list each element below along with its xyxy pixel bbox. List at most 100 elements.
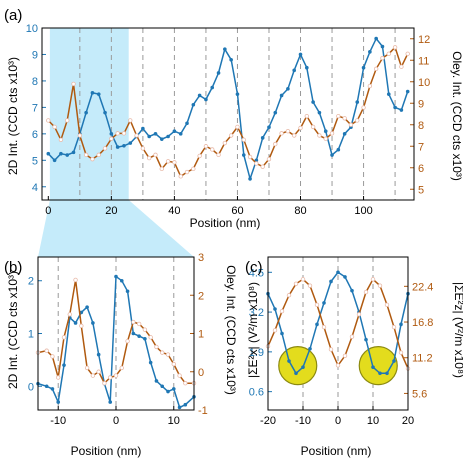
data-point [385, 371, 389, 376]
left-tick-label: 7 [32, 102, 38, 114]
data-point [171, 387, 176, 391]
data-point [148, 360, 153, 365]
data-point [146, 155, 152, 161]
right-axis-ticks: 5.6 11.2 16.8 22.4 [404, 281, 433, 400]
data-point [336, 113, 341, 119]
data-point [140, 146, 146, 151]
data-point [342, 353, 348, 359]
data-point [102, 146, 108, 151]
data-point [241, 153, 246, 157]
right-tick-label: -1 [198, 405, 208, 417]
plot-frame [37, 256, 195, 411]
data-point [197, 93, 202, 98]
data-point [183, 381, 188, 386]
data-point [241, 137, 246, 142]
data-point [125, 289, 130, 294]
data-point [109, 132, 114, 136]
data-point [322, 301, 326, 305]
data-point [153, 132, 158, 136]
data-point [378, 371, 382, 376]
data-point [254, 161, 259, 166]
data-point [307, 283, 313, 288]
x-axis-label-b: Position (nm) [71, 444, 142, 458]
x-tick-label: -20 [260, 415, 276, 427]
data-point [128, 141, 133, 145]
data-point [90, 156, 95, 162]
data-point [59, 151, 63, 156]
data-point [343, 275, 347, 279]
data-point [109, 136, 114, 141]
data-point [131, 331, 136, 336]
panel-a: 4 5 6 7 8 9 10 5 6 7 8 9 10 11 12 0 20 40 60 80 100 (a) Po… [4, 7, 463, 257]
x-tick-label: -10 [50, 415, 66, 427]
data-point [172, 160, 177, 165]
data-point [384, 302, 390, 308]
data-point [323, 129, 328, 133]
data-point [393, 105, 397, 110]
data-point [62, 363, 66, 367]
data-point [136, 321, 142, 327]
data-point [108, 375, 113, 380]
data-point [191, 102, 196, 107]
data-point [148, 335, 153, 340]
data-point [380, 55, 385, 61]
data-point [50, 387, 55, 391]
data-point [248, 177, 252, 181]
series-layer [46, 36, 410, 182]
data-point [308, 347, 312, 351]
data-point [323, 136, 328, 141]
dashed-gridlines [302, 257, 374, 410]
data-point [292, 68, 297, 73]
x-axis-label-a: Position (nm) [190, 216, 261, 230]
left-tick-label: 4.5 [249, 267, 264, 279]
data-point [235, 92, 240, 96]
data-point [355, 100, 360, 104]
data-point [300, 277, 306, 282]
x-tick-label: 60 [231, 205, 243, 217]
data-point [90, 91, 95, 95]
plot-frame [41, 27, 415, 201]
data-point [115, 131, 120, 136]
data-point [96, 92, 101, 96]
data-point [96, 369, 101, 374]
data-point [361, 65, 366, 70]
dashed-gridlines [79, 28, 396, 200]
data-point [292, 133, 297, 138]
data-point [91, 321, 95, 325]
left-tick-label: 0 [28, 381, 34, 393]
data-point [90, 373, 96, 378]
data-point [377, 283, 383, 288]
data-point [356, 312, 362, 317]
data-point [216, 152, 221, 158]
data-point [364, 337, 368, 342]
right-axis-ticks: -1 0 1 2 3 [190, 252, 208, 417]
shaded-zoom-connector [38, 200, 194, 257]
data-point [222, 140, 228, 146]
data-point [79, 323, 84, 329]
left-tick-label: 4 [32, 182, 38, 194]
data-point [279, 308, 285, 314]
data-point [349, 334, 355, 339]
right-tick-label: 6 [418, 163, 424, 175]
data-point [355, 118, 360, 123]
data-point [254, 158, 259, 163]
data-point [223, 47, 227, 51]
data-point [184, 169, 190, 175]
data-point [147, 134, 151, 139]
left-tick-label: 5 [32, 155, 38, 167]
panel-label-b: (b) [4, 259, 22, 276]
data-point [115, 145, 120, 149]
data-point [279, 131, 284, 136]
right-tick-label: 11 [418, 55, 429, 67]
panel-label-c: (c) [245, 259, 263, 276]
data-point [317, 133, 322, 138]
data-point [77, 133, 83, 138]
x-tick-label: 10 [367, 415, 379, 427]
nanoparticle-circle [358, 346, 398, 386]
right-tick-label: 8 [418, 120, 424, 132]
data-point [363, 289, 369, 295]
data-point [216, 71, 221, 75]
right-tick-label: 22.4 [412, 281, 433, 293]
data-point [52, 158, 57, 163]
data-point [61, 335, 67, 340]
